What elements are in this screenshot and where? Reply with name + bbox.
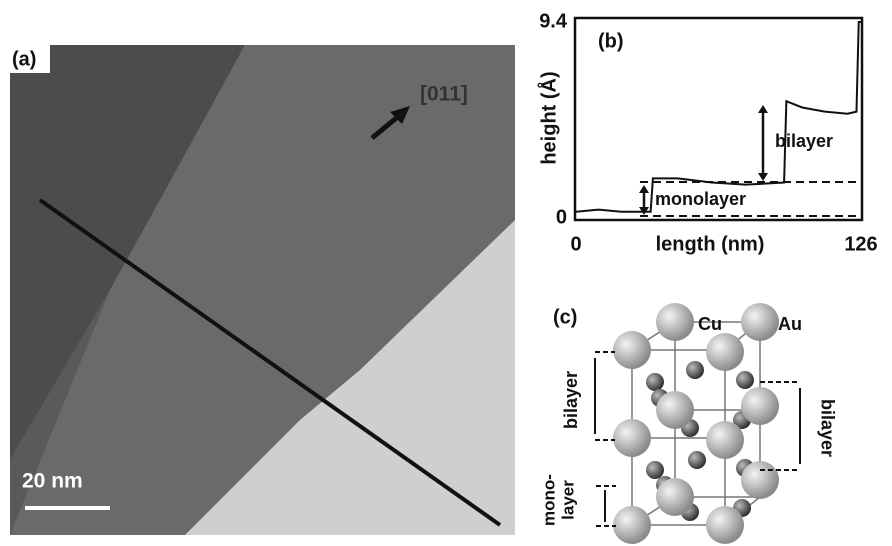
- x-tick-label: 0: [570, 233, 581, 255]
- y-tick-label: 9.4: [539, 10, 568, 32]
- y-axis-label: height (Å): [536, 71, 560, 164]
- annotation: monolayer: [655, 189, 746, 209]
- crystal: [613, 303, 779, 544]
- panel-label: (b): [598, 30, 624, 52]
- profile-chart: (b) length (nm) height (Å) 0 126 0 9.4 monol…: [536, 10, 877, 255]
- annotation: bilayer: [775, 131, 833, 151]
- layer-label: mono-layer: [540, 474, 578, 526]
- atom-label: Au: [778, 314, 802, 334]
- layer-label: bilayer: [561, 371, 581, 429]
- x-tick-label: 126: [844, 233, 877, 255]
- arrow-head: [758, 173, 768, 181]
- atom-label: Cu: [698, 314, 722, 334]
- figure: (a) [011] 20 nm (b) length (nm) height (…: [0, 0, 892, 546]
- scale-label: 20 nm: [22, 470, 83, 493]
- panel-label: (c): [553, 306, 577, 328]
- arrow-head: [758, 105, 768, 113]
- layer-label: bilayer: [817, 399, 837, 457]
- direction-label: [011]: [420, 83, 468, 106]
- y-tick-label: 0: [556, 206, 567, 228]
- panel-label: (a): [12, 48, 36, 70]
- arrow-head: [639, 185, 649, 193]
- x-axis-label: length (nm): [656, 233, 765, 255]
- stm-image: [10, 45, 515, 535]
